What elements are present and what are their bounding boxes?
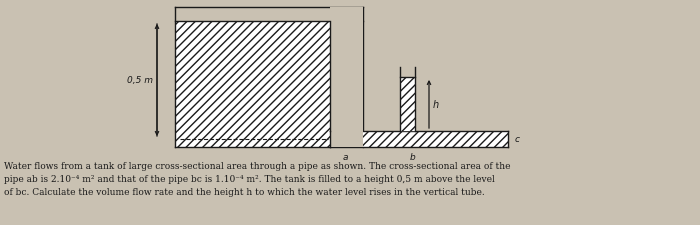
Polygon shape [400,78,415,131]
Text: 0,5 m: 0,5 m [127,76,153,85]
Text: of bc. Calculate the volume flow rate and the height h to which the water level : of bc. Calculate the volume flow rate an… [4,187,484,196]
Text: h: h [433,99,439,110]
Text: b: b [410,152,416,161]
Polygon shape [330,131,508,147]
Text: Water flows from a tank of large cross-sectional area through a pipe as shown. T: Water flows from a tank of large cross-s… [4,161,510,170]
Text: a: a [342,152,348,161]
Text: c: c [515,135,520,144]
Bar [330,8,363,147]
Polygon shape [175,22,363,147]
Text: pipe ab is 2.10⁻⁴ m² and that of the pipe bc is 1.10⁻⁴ m². The tank is filled to: pipe ab is 2.10⁻⁴ m² and that of the pip… [4,174,495,183]
Bar [400,73,415,131]
